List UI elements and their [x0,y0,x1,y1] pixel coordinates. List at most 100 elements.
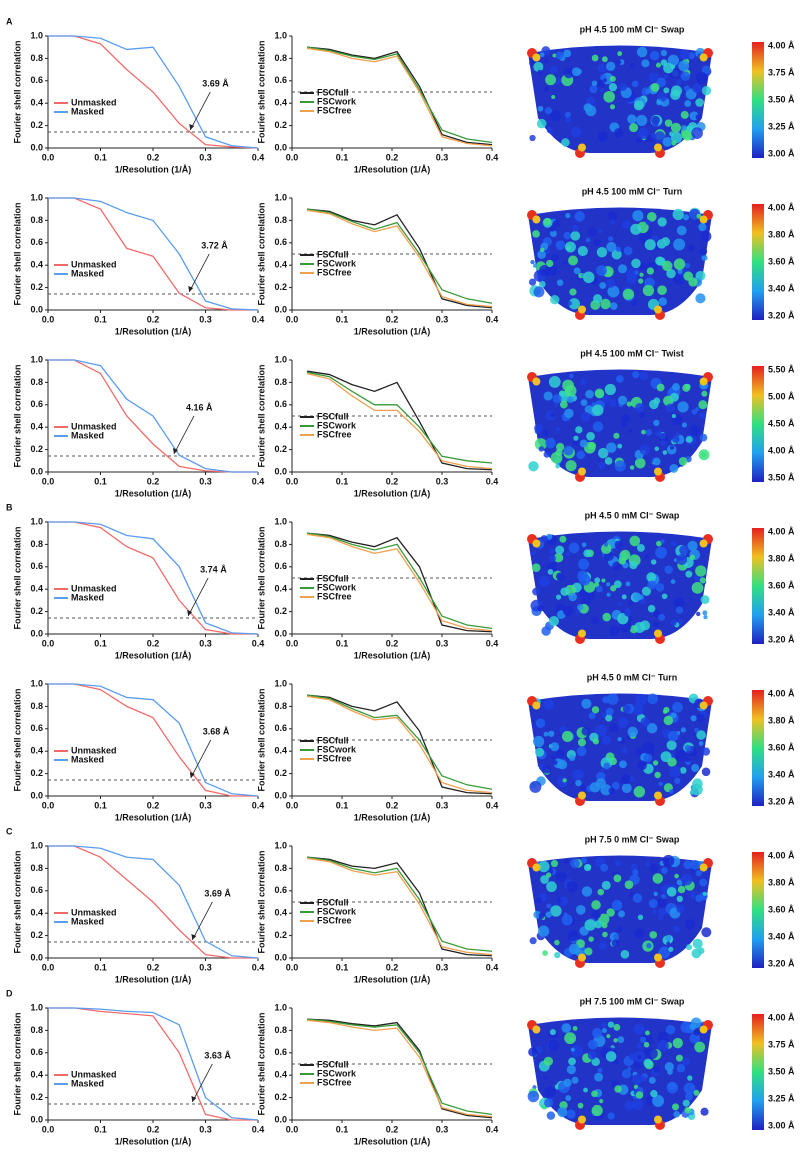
colorbar-label: 5.00 Å [768,391,795,401]
map-blob [529,780,542,793]
map-blob [673,274,684,285]
map-blob [563,445,574,456]
x-tick-label: 0.2 [386,314,399,324]
colorbar-label: 5.50 Å [768,364,795,374]
map-blob [692,938,703,949]
map-blob [644,239,656,251]
legend-label: FSCfull [317,1059,349,1069]
arrow-head [191,933,197,940]
y-tick-label: 0.0 [30,1114,43,1124]
curve [48,35,259,149]
x-axis-label: 1/Resolution (1/Å) [115,326,192,336]
y-axis-label: Fourier shell correlation [12,850,22,953]
density-map [527,854,713,968]
x-tick-label: 0.0 [286,1124,299,1134]
map-blob [545,911,552,918]
annotation-arrow [189,91,211,131]
map-blob [658,907,667,917]
legend-label: FSCfull [317,573,349,583]
x-tick-label: 0.2 [386,962,399,972]
y-axis-label: Fourier shell correlation [12,526,22,629]
x-tick-label: 0.1 [94,638,107,648]
map-blob [581,886,593,897]
x-tick-label: 0.2 [386,152,399,162]
map-blob [613,933,619,940]
map-blob [601,712,607,718]
map-blob [622,704,631,714]
map-blob [670,89,681,101]
map-blob [664,119,673,127]
map-blob [629,63,636,69]
map-blob [538,446,545,452]
y-tick-label: 0.6 [30,561,43,571]
map-blob [559,535,567,543]
map-blob [587,1050,597,1060]
map-blob [701,767,711,777]
map-blob [621,1069,632,1079]
colorbar-label: 3.60 Å [768,742,795,752]
map-blob [646,943,652,949]
colorbar-label: 3.50 Å [768,1066,795,1076]
colorbar-label: 3.50 Å [768,94,795,104]
y-tick-label: 0.2 [274,768,287,778]
map-blob [627,114,637,124]
map-blob [676,225,687,236]
y-tick-label: 0.0 [30,304,43,314]
map-blob [527,1090,540,1103]
annotation-arrow [188,253,210,293]
colorbar-label: 3.40 Å [768,283,795,293]
map-blob [669,789,674,794]
x-tick-label: 0.4 [252,800,265,810]
x-tick-label: 0.1 [336,638,349,648]
x-tick-label: 0.3 [199,476,212,486]
map-blob [666,268,676,279]
y-tick-label: 0.2 [30,930,43,940]
map-blob [535,1046,543,1054]
map-blob [639,1036,647,1043]
map-blob [696,611,701,617]
map-blob [580,857,587,864]
curve [306,857,493,956]
map-blob [580,596,591,607]
map-blob [555,426,561,432]
map-blob [670,392,679,402]
map-hotspot [578,629,586,638]
map-blob [609,75,616,82]
x-tick-label: 0.2 [147,476,160,486]
map-blob [680,873,693,886]
x-axis-label: 1/Resolution (1/Å) [354,326,431,336]
map-blob [682,214,690,221]
map-blob [563,912,568,917]
map-blob [613,1023,621,1031]
legend-label: FSCwork [317,420,357,430]
annotation-label: 4.16 Å [186,402,213,412]
map-blob [594,388,605,399]
map-blob [648,229,653,234]
map-blob [566,396,574,403]
map-blob [695,869,702,877]
x-tick-label: 0.4 [486,1124,499,1134]
y-tick-label: 0.6 [274,885,287,895]
y-tick-label: 0.0 [274,628,287,638]
map-blob [552,760,558,765]
map-blob [690,715,697,722]
map-blob [581,726,591,736]
y-tick-label: 0.8 [30,863,43,873]
map-blob [614,460,626,472]
curve [306,47,493,147]
density-map [527,531,713,644]
x-tick-label: 0.4 [252,638,265,648]
map-blob [592,404,604,416]
map-blob [609,302,618,310]
map-blob [546,881,557,893]
map-blob [530,259,535,265]
curve [306,1018,493,1119]
map-blob [652,120,659,127]
map-hotspot [532,701,541,710]
map-blob [645,429,652,436]
map-blob [634,457,646,469]
x-tick-label: 0.2 [386,476,399,486]
curve [306,695,493,794]
curve [48,521,259,635]
map-blob [627,726,638,738]
